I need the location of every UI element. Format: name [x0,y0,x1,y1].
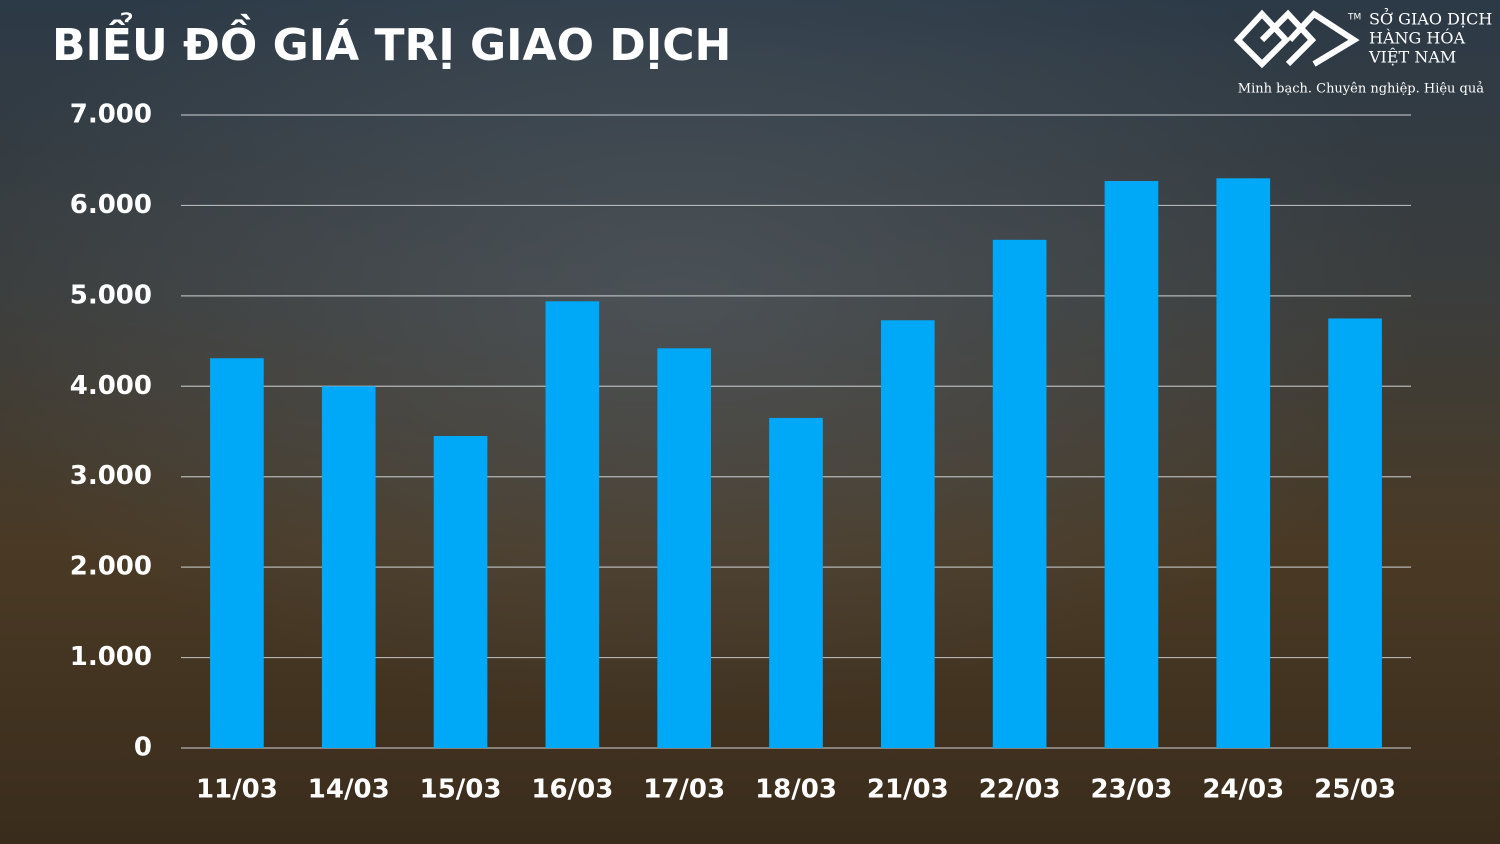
y-tick-label: 0 [134,733,152,763]
logo-text: SỞ GIAO DỊCH [1369,7,1492,29]
x-tick-label: 17/03 [643,775,725,805]
logo [1233,9,1360,69]
bar [1104,181,1159,748]
logo-text: VIỆT NAM [1368,48,1456,67]
y-tick-label: 2.000 [70,552,152,582]
bar [321,386,376,748]
x-tick-label: 16/03 [531,775,613,805]
chart-title: BIỂU ĐỒ GIÁ TRỊ GIAO DỊCH [52,11,731,71]
x-tick-label: 14/03 [308,775,390,805]
bar [657,348,712,748]
x-tick-label: 18/03 [755,775,837,805]
bar [992,239,1047,748]
y-tick-label: 5.000 [70,280,152,310]
logo-tagline: Minh bạch. Chuyên nghiệp. Hiệu quả [1238,82,1484,97]
x-tick-label: 25/03 [1314,775,1396,805]
x-tick-label: 11/03 [196,775,278,805]
x-tick-label: 24/03 [1202,775,1284,805]
y-tick-label: 4.000 [70,371,152,401]
bar [433,436,488,748]
bar [880,320,935,748]
logo-trademark: TM [1347,13,1361,23]
logo-mark [1287,10,1360,67]
y-tick-label: 1.000 [70,642,152,672]
y-tick-label: 3.000 [70,461,152,491]
y-tick-label: 6.000 [70,190,152,220]
bar [545,301,600,748]
x-tick-label: 21/03 [867,775,949,805]
y-tick-label: 7.000 [70,100,152,130]
bar [1328,318,1382,748]
x-tick-label: 22/03 [979,775,1061,805]
logo-text: HÀNG HÓA [1369,28,1465,48]
x-tick-label: 23/03 [1091,775,1173,805]
x-tick-label: 15/03 [420,775,502,805]
bar [1216,178,1271,749]
bar [210,358,264,748]
logo-mark [1233,9,1291,69]
bar [769,417,823,748]
